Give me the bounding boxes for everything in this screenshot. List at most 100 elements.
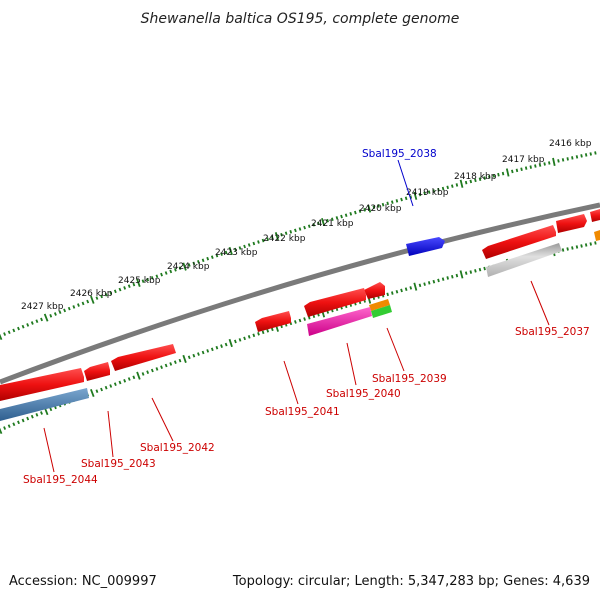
minor-tick bbox=[381, 202, 385, 207]
minor-tick bbox=[95, 296, 99, 300]
minor-tick bbox=[220, 252, 223, 256]
gene-label[interactable]: Sbal195_2041 bbox=[265, 406, 340, 418]
minor-tick bbox=[354, 210, 357, 215]
minor-tick bbox=[469, 270, 473, 274]
minor-tick bbox=[409, 195, 413, 199]
major-tick bbox=[459, 179, 464, 188]
label-leaders bbox=[43, 159, 550, 473]
minor-tick bbox=[474, 269, 477, 273]
major-tick bbox=[459, 270, 464, 279]
gene-sbal195-2036[interactable] bbox=[556, 214, 587, 233]
gene-sbal195-2041[interactable] bbox=[255, 311, 291, 332]
gene-sbal195-2035[interactable] bbox=[590, 209, 600, 222]
minor-tick bbox=[30, 414, 34, 419]
gene-sbal195-2037[interactable] bbox=[486, 243, 562, 277]
minor-tick bbox=[118, 380, 122, 385]
minor-tick bbox=[100, 294, 103, 299]
minor-tick bbox=[474, 178, 477, 183]
minor-tick bbox=[358, 209, 362, 213]
minor-tick bbox=[266, 237, 270, 241]
minor-tick bbox=[575, 245, 579, 249]
minor-tick bbox=[580, 244, 583, 248]
scale-label: 2417 kbp bbox=[502, 155, 545, 165]
minor-tick bbox=[146, 277, 150, 282]
minor-tick bbox=[335, 216, 339, 220]
minor-tick bbox=[377, 204, 380, 208]
minor-tick bbox=[21, 418, 25, 423]
minor-tick bbox=[187, 263, 191, 267]
minor-tick bbox=[303, 317, 306, 321]
map-title: Shewanella baltica OS195, complete genom… bbox=[141, 11, 460, 27]
minor-tick bbox=[404, 196, 408, 201]
gene-label[interactable]: Sbal195_2042 bbox=[140, 442, 215, 454]
gene-label[interactable]: Sbal195_2037 bbox=[515, 326, 590, 338]
major-tick bbox=[321, 217, 326, 227]
minor-tick bbox=[469, 179, 473, 184]
minor-tick bbox=[201, 258, 205, 263]
minor-tick bbox=[17, 326, 20, 331]
outer-tick-track bbox=[0, 151, 597, 341]
major-tick bbox=[505, 168, 510, 177]
minor-tick bbox=[247, 335, 251, 339]
gene-sbal195-2039[interactable] bbox=[364, 282, 385, 299]
minor-tick bbox=[169, 362, 173, 366]
gene-sbal195-2037a[interactable] bbox=[482, 225, 556, 259]
minor-tick bbox=[12, 328, 16, 333]
major-tick bbox=[0, 333, 3, 341]
minor-tick bbox=[123, 286, 127, 290]
minor-tick bbox=[497, 172, 500, 177]
minor-tick bbox=[257, 240, 260, 244]
minor-tick bbox=[206, 256, 210, 261]
minor-tick bbox=[141, 372, 145, 376]
gene-sbal195-2044[interactable] bbox=[0, 388, 89, 421]
minor-tick bbox=[446, 185, 449, 190]
minor-tick bbox=[247, 243, 251, 247]
minor-tick bbox=[201, 350, 205, 355]
minor-tick bbox=[160, 365, 163, 370]
gene-label[interactable]: Sbal195_2040 bbox=[326, 388, 401, 400]
minor-tick bbox=[35, 413, 39, 417]
minor-tick bbox=[26, 416, 30, 421]
gene-sbal195-2038[interactable] bbox=[406, 237, 445, 256]
gene-sbal195-2040a[interactable] bbox=[304, 288, 366, 317]
scale-label: 2425 kbp bbox=[118, 276, 161, 286]
minor-tick bbox=[86, 299, 90, 304]
minor-tick bbox=[118, 287, 122, 292]
gene-label[interactable]: Sbal195_2038 bbox=[362, 148, 437, 160]
scale-label: 2422 kbp bbox=[263, 234, 306, 244]
scale-label: 2419 kbp bbox=[406, 188, 449, 198]
gene-sbal195-2034[interactable] bbox=[594, 230, 600, 241]
minor-tick bbox=[464, 180, 468, 185]
gene-orange-fragment[interactable] bbox=[369, 299, 390, 311]
minor-tick bbox=[566, 157, 569, 161]
minor-tick bbox=[557, 159, 560, 163]
scale-label: 2418 kbp bbox=[454, 172, 497, 182]
gene-sbal195-2040[interactable] bbox=[307, 307, 372, 336]
minor-tick bbox=[215, 345, 219, 350]
minor-tick bbox=[524, 166, 528, 170]
minor-tick bbox=[104, 292, 108, 297]
gene-green-fragment[interactable] bbox=[371, 305, 392, 318]
major-tick bbox=[90, 295, 95, 304]
minor-tick bbox=[238, 246, 242, 250]
minor-tick bbox=[441, 186, 445, 191]
minor-tick bbox=[7, 330, 11, 335]
gene-sbal195-2043[interactable] bbox=[84, 362, 110, 381]
minor-tick bbox=[150, 368, 154, 373]
gene-label[interactable]: Sbal195_2043 bbox=[81, 458, 156, 470]
minor-tick bbox=[432, 279, 436, 284]
minor-tick bbox=[270, 327, 274, 332]
gene-label[interactable]: Sbal195_2039 bbox=[372, 373, 447, 385]
minor-tick bbox=[589, 152, 592, 156]
scale-label: 2427 kbp bbox=[21, 302, 64, 312]
minor-tick bbox=[132, 375, 136, 380]
minor-tick bbox=[270, 235, 274, 240]
accession-text: Accession: NC_009997 bbox=[9, 574, 157, 589]
gene-sbal195-2042[interactable] bbox=[111, 344, 176, 371]
minor-tick bbox=[3, 332, 7, 336]
gene-label[interactable]: Sbal195_2044 bbox=[23, 474, 98, 486]
minor-tick bbox=[266, 329, 270, 333]
gene-sbal195-2044a[interactable] bbox=[0, 368, 84, 401]
minor-tick bbox=[17, 420, 20, 425]
major-tick bbox=[90, 388, 95, 398]
